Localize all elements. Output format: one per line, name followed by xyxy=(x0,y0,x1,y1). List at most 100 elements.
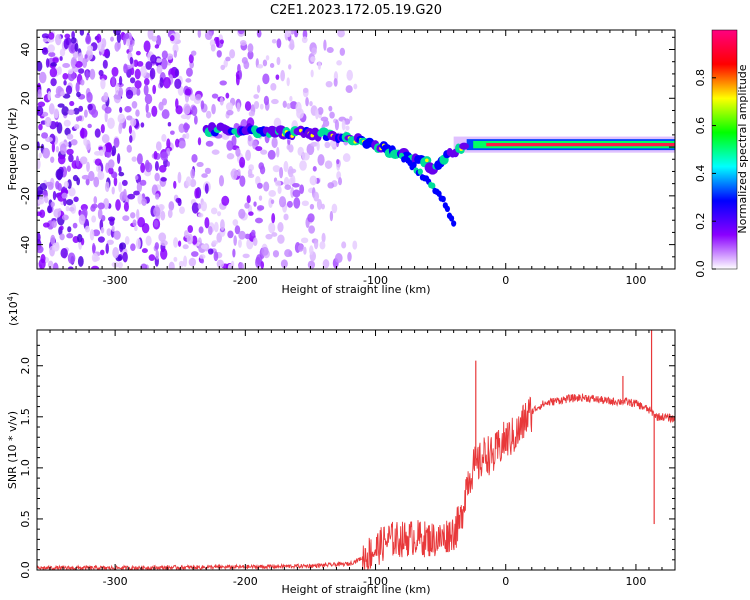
noise-blob xyxy=(323,39,327,51)
noise-blob xyxy=(158,101,164,111)
noise-blob xyxy=(85,70,89,81)
noise-blob xyxy=(210,207,218,215)
noise-blob xyxy=(66,133,74,140)
noise-blob xyxy=(125,89,134,100)
noise-blob xyxy=(302,87,309,93)
noise-blob xyxy=(256,30,262,38)
noise-blob xyxy=(131,156,137,162)
noise-blob xyxy=(91,109,99,118)
noise-blob xyxy=(247,135,252,142)
y-tick-label: 20 xyxy=(19,91,32,105)
noise-blob xyxy=(225,102,234,112)
noise-blob xyxy=(100,124,105,134)
noise-blob xyxy=(131,100,138,109)
noise-blob xyxy=(283,213,289,221)
noise-blob xyxy=(173,256,178,262)
noise-blob xyxy=(158,164,167,173)
snr-scale-label: (x104) xyxy=(6,292,21,326)
noise-blob xyxy=(191,235,198,245)
noise-blob xyxy=(325,80,333,88)
noise-blob xyxy=(101,134,110,144)
noise-blob xyxy=(148,254,156,262)
noise-blob xyxy=(280,69,285,82)
noise-blob xyxy=(129,56,134,65)
noise-blob xyxy=(67,252,76,264)
noise-blob xyxy=(41,47,49,55)
noise-blob xyxy=(122,33,127,46)
noise-blob xyxy=(242,253,250,259)
noise-blob xyxy=(134,175,139,180)
snr-scale-close: ) xyxy=(7,292,20,296)
noise-blob xyxy=(149,67,156,80)
y-tick-label: 40 xyxy=(19,43,32,57)
noise-blob xyxy=(68,141,72,148)
noise-blob xyxy=(221,195,230,206)
noise-blob xyxy=(62,63,71,68)
x-tick-label: -100 xyxy=(363,575,388,588)
noise-blob xyxy=(347,251,352,262)
noise-blob xyxy=(317,154,325,166)
noise-blob xyxy=(270,83,277,91)
noise-blob xyxy=(333,78,338,87)
noise-blob xyxy=(106,228,112,237)
colorbar-gradient xyxy=(711,29,738,270)
noise-blob xyxy=(153,206,161,217)
noise-blob xyxy=(70,139,78,146)
noise-blob xyxy=(77,52,84,64)
noise-blob xyxy=(232,248,236,258)
noise-blob xyxy=(309,100,313,107)
noise-blob xyxy=(111,75,116,87)
noise-blob xyxy=(94,158,102,166)
noise-blob xyxy=(97,171,105,181)
noise-blob xyxy=(291,182,300,188)
noise-blob xyxy=(227,230,234,239)
noise-blob xyxy=(74,42,79,52)
snr-scale-base: (x10 xyxy=(7,301,20,326)
noise-blob xyxy=(93,196,98,204)
noise-blob xyxy=(45,58,50,68)
noise-blob xyxy=(154,193,160,200)
noise-blob xyxy=(71,30,75,40)
noise-blob xyxy=(122,215,130,222)
noise-blob xyxy=(104,106,112,114)
noise-blob xyxy=(89,68,96,80)
noise-blob xyxy=(247,43,254,53)
noise-blob xyxy=(52,190,57,201)
noise-blob xyxy=(310,141,319,147)
noise-blob xyxy=(230,260,235,269)
noise-blob xyxy=(130,77,136,84)
signal-blob xyxy=(459,142,470,150)
spectrogram-frame xyxy=(36,29,676,270)
noise-blob xyxy=(284,184,292,190)
noise-blob xyxy=(184,88,192,96)
noise-blob xyxy=(334,119,339,131)
noise-blob xyxy=(130,117,137,127)
noise-blob xyxy=(241,57,248,65)
noise-blob xyxy=(320,203,325,210)
x-tick-label: 100 xyxy=(625,575,646,588)
noise-blob xyxy=(60,248,68,259)
noise-blob xyxy=(52,262,59,269)
noise-blob xyxy=(100,78,106,90)
noise-blob xyxy=(328,105,333,112)
noise-blob xyxy=(39,182,48,191)
noise-blob xyxy=(102,145,106,153)
x-tick-label: -300 xyxy=(103,274,128,287)
noise-blob xyxy=(47,205,53,214)
noise-blob xyxy=(345,125,350,131)
noise-blob xyxy=(91,252,99,263)
noise-blob xyxy=(66,233,74,239)
noise-blob xyxy=(145,111,152,119)
noise-blob xyxy=(68,42,76,54)
x-tick-label: 0 xyxy=(502,575,509,588)
noise-blob xyxy=(41,132,49,139)
noise-blob xyxy=(144,93,153,105)
noise-blob xyxy=(55,168,64,180)
noise-blob xyxy=(208,225,213,236)
noise-blob xyxy=(123,201,129,212)
branch-blob xyxy=(411,161,417,169)
noise-blob xyxy=(265,55,270,61)
noise-blobs xyxy=(37,30,358,269)
noise-blob xyxy=(107,117,115,129)
noise-blob xyxy=(213,221,219,233)
